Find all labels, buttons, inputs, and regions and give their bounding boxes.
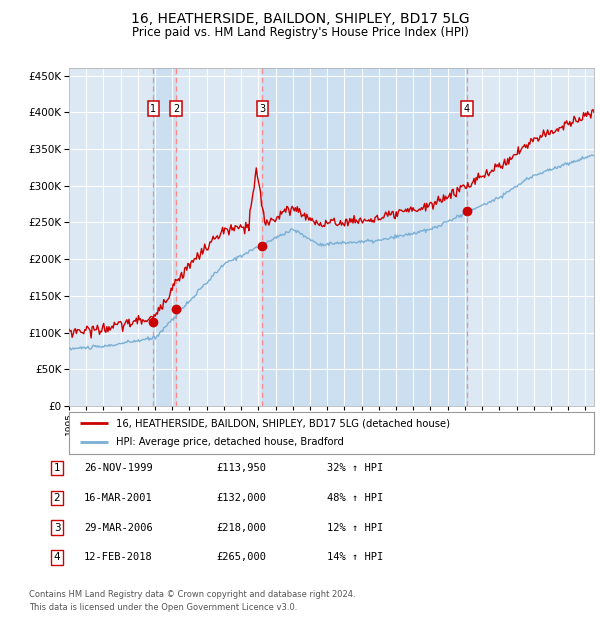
Text: 32% ↑ HPI: 32% ↑ HPI (327, 463, 383, 473)
Bar (262, 68, 467, 406)
Text: 4: 4 (464, 104, 470, 113)
Text: Price paid vs. HM Land Registry's House Price Index (HPI): Price paid vs. HM Land Registry's House … (131, 26, 469, 39)
Text: £113,950: £113,950 (216, 463, 266, 473)
Text: 2: 2 (173, 104, 179, 113)
Text: £218,000: £218,000 (216, 523, 266, 533)
Text: 1: 1 (53, 463, 61, 473)
Text: £132,000: £132,000 (216, 493, 266, 503)
Text: 12% ↑ HPI: 12% ↑ HPI (327, 523, 383, 533)
Text: This data is licensed under the Open Government Licence v3.0.: This data is licensed under the Open Gov… (29, 603, 297, 612)
Text: 4: 4 (53, 552, 61, 562)
Text: Contains HM Land Registry data © Crown copyright and database right 2024.: Contains HM Land Registry data © Crown c… (29, 590, 355, 600)
Text: 3: 3 (53, 523, 61, 533)
Text: 3: 3 (259, 104, 266, 113)
Text: 16-MAR-2001: 16-MAR-2001 (84, 493, 153, 503)
Text: HPI: Average price, detached house, Bradford: HPI: Average price, detached house, Brad… (116, 438, 344, 448)
Text: 48% ↑ HPI: 48% ↑ HPI (327, 493, 383, 503)
Bar (154, 68, 176, 406)
Text: 16, HEATHERSIDE, BAILDON, SHIPLEY, BD17 5LG (detached house): 16, HEATHERSIDE, BAILDON, SHIPLEY, BD17 … (116, 418, 450, 428)
Text: 14% ↑ HPI: 14% ↑ HPI (327, 552, 383, 562)
Text: 26-NOV-1999: 26-NOV-1999 (84, 463, 153, 473)
Text: 16, HEATHERSIDE, BAILDON, SHIPLEY, BD17 5LG: 16, HEATHERSIDE, BAILDON, SHIPLEY, BD17 … (131, 12, 469, 27)
Text: 2: 2 (53, 493, 61, 503)
Text: 12-FEB-2018: 12-FEB-2018 (84, 552, 153, 562)
Text: 1: 1 (150, 104, 157, 113)
Text: 29-MAR-2006: 29-MAR-2006 (84, 523, 153, 533)
Text: £265,000: £265,000 (216, 552, 266, 562)
